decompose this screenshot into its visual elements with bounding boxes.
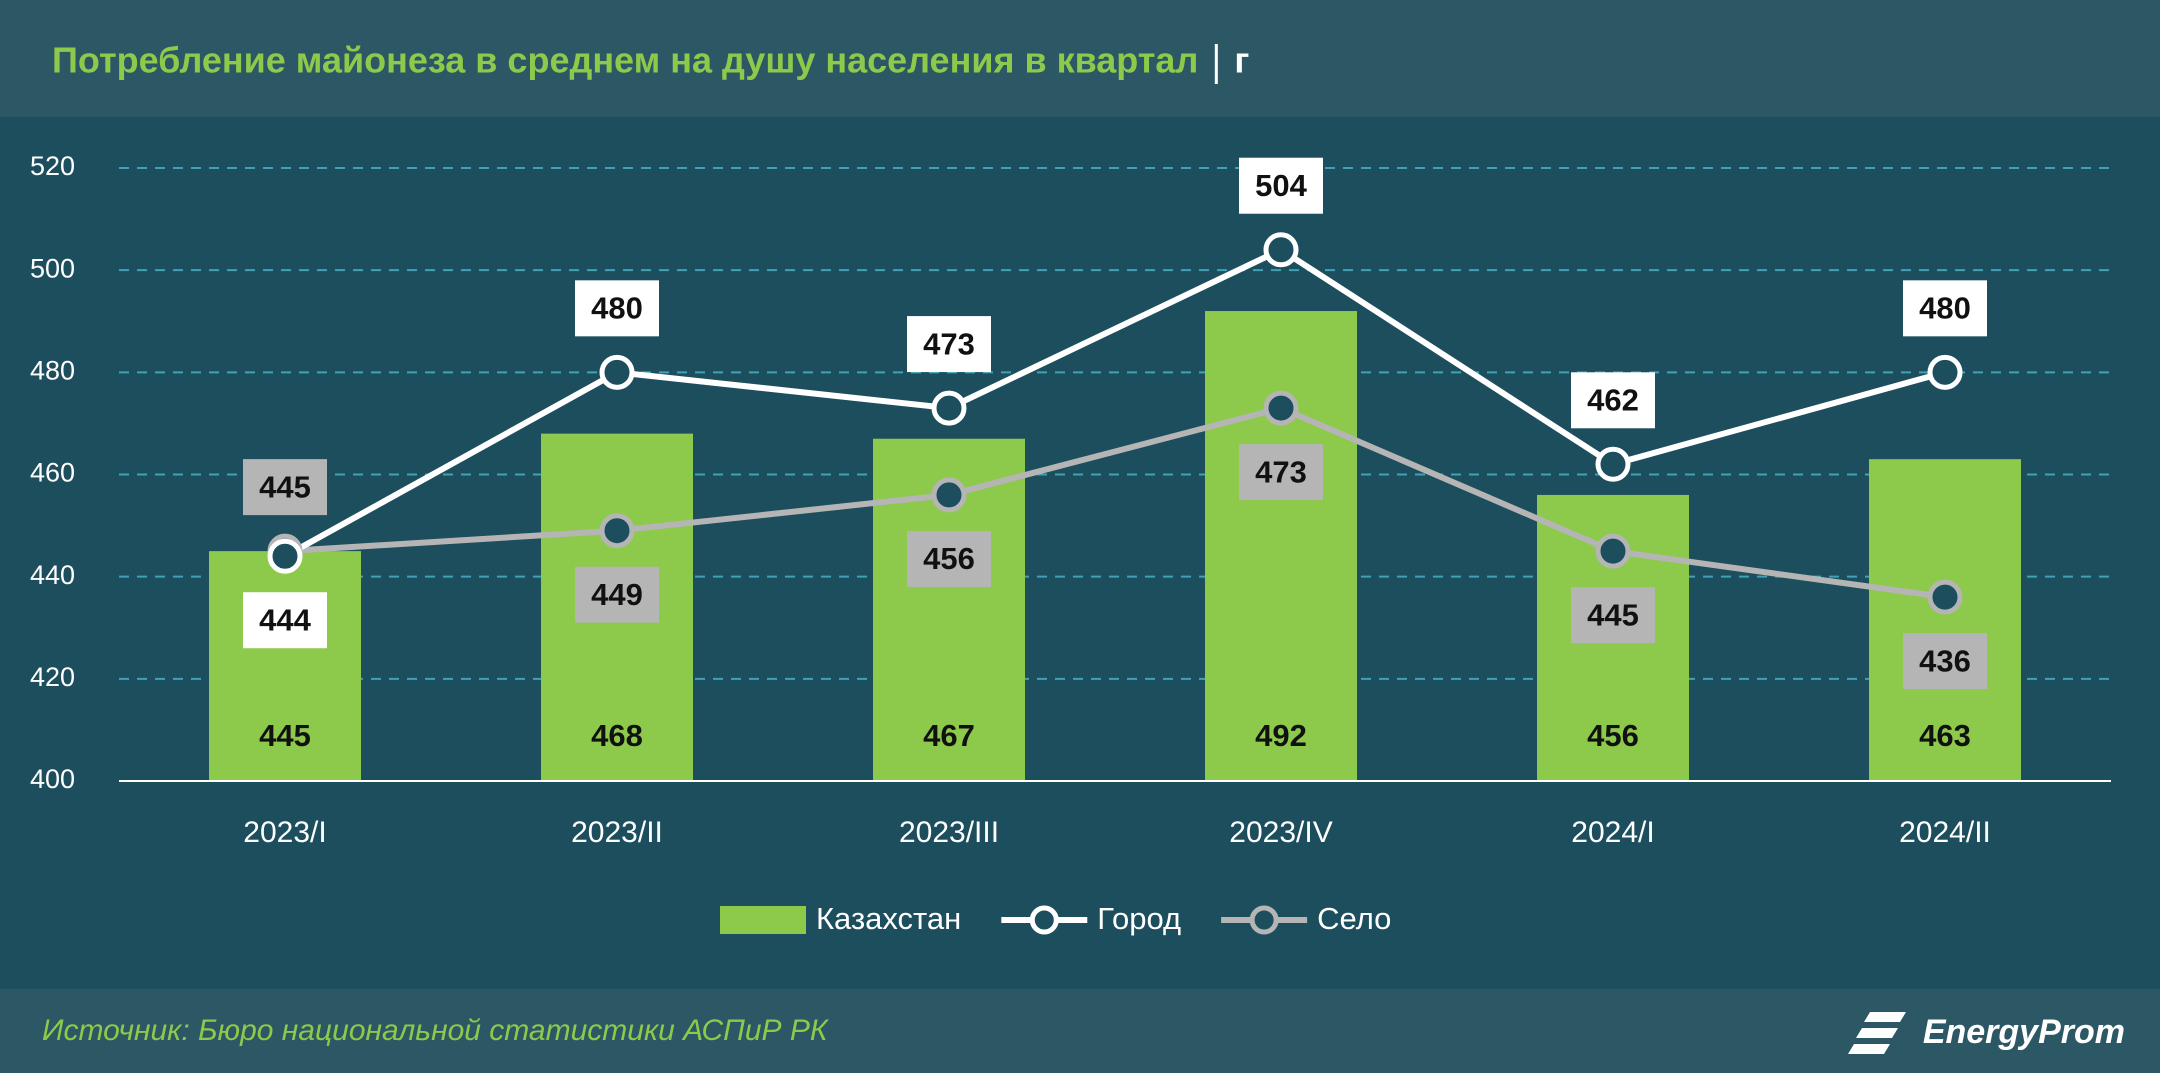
data-label: 445 bbox=[1587, 597, 1639, 632]
point bbox=[599, 513, 635, 549]
data-label: 445 bbox=[259, 469, 311, 504]
data-label: 504 bbox=[1255, 168, 1307, 203]
logo: EnergyProm bbox=[1923, 1013, 2125, 1051]
data-label-box bbox=[243, 459, 327, 516]
point bbox=[931, 390, 967, 426]
chart-title: Потребление майонеза в среднем на душу н… bbox=[52, 40, 1198, 81]
bar-label: 456 bbox=[1587, 718, 1639, 753]
bar bbox=[1205, 311, 1357, 781]
line bbox=[283, 246, 1946, 559]
y-tick-label: 480 bbox=[30, 355, 75, 385]
data-label-box bbox=[907, 530, 991, 587]
point bbox=[1595, 533, 1631, 569]
legend-label: Казахстан bbox=[816, 901, 961, 936]
point bbox=[931, 477, 967, 513]
point bbox=[599, 354, 635, 390]
y-tick-label: 500 bbox=[30, 253, 75, 283]
bar-label: 445 bbox=[259, 718, 311, 753]
data-label: 444 bbox=[259, 602, 311, 637]
data-label-box bbox=[1571, 587, 1655, 644]
point bbox=[267, 538, 303, 574]
legend-swatch bbox=[1249, 905, 1279, 935]
bar-label: 492 bbox=[1255, 718, 1307, 753]
data-label-box bbox=[1571, 372, 1655, 429]
point bbox=[1595, 446, 1631, 482]
data-label: 480 bbox=[591, 291, 643, 326]
source: Источник: Бюро национальной статистики А… bbox=[42, 1014, 830, 1047]
legend-swatch bbox=[720, 906, 806, 934]
y-tick-label: 440 bbox=[30, 560, 75, 590]
bar-label: 463 bbox=[1919, 718, 1971, 753]
x-tick-label: 2024/II bbox=[1899, 816, 1991, 849]
data-label: 449 bbox=[591, 577, 643, 612]
x-tick-label: 2023/III bbox=[899, 816, 999, 849]
data-label: 473 bbox=[1255, 454, 1307, 489]
data-label: 456 bbox=[923, 541, 975, 576]
data-label-box bbox=[1903, 633, 1987, 690]
line bbox=[284, 404, 1946, 601]
data-label: 436 bbox=[1919, 643, 1971, 678]
footer-bar bbox=[0, 989, 2160, 1073]
chart-unit: г bbox=[1234, 40, 1249, 81]
logo-icon bbox=[1848, 1012, 1906, 1054]
x-tick-label: 2023/II bbox=[571, 816, 663, 849]
x-tick-label: 2023/I bbox=[243, 816, 326, 849]
data-label-box bbox=[1239, 157, 1323, 214]
bar bbox=[209, 551, 361, 781]
data-label: 473 bbox=[923, 326, 975, 361]
y-tick-label: 520 bbox=[30, 151, 75, 181]
data-label-box bbox=[907, 316, 991, 373]
x-tick-label: 2024/I bbox=[1571, 816, 1654, 849]
data-label-box bbox=[1903, 280, 1987, 337]
data-label-box bbox=[575, 280, 659, 337]
point bbox=[1927, 579, 1963, 615]
data-label: 480 bbox=[1919, 291, 1971, 326]
logo-mark bbox=[1848, 1012, 1906, 1054]
y-tick-label: 420 bbox=[30, 662, 75, 692]
point bbox=[1927, 354, 1963, 390]
y-tick-label: 460 bbox=[30, 458, 75, 488]
point bbox=[1263, 232, 1299, 268]
y-tick-label: 400 bbox=[30, 764, 75, 794]
data-label-box bbox=[243, 592, 327, 649]
title-bar bbox=[0, 0, 2160, 117]
data-label-box bbox=[575, 566, 659, 623]
bar-label: 468 bbox=[591, 718, 643, 753]
x-tick-label: 2023/IV bbox=[1229, 816, 1332, 849]
data-label: 462 bbox=[1587, 382, 1639, 417]
bar bbox=[1869, 459, 2021, 781]
point bbox=[1263, 390, 1299, 426]
legend-label: Город bbox=[1097, 901, 1181, 936]
bar-label: 467 bbox=[923, 718, 975, 753]
legend-swatch bbox=[1029, 905, 1059, 935]
data-label-box bbox=[1239, 444, 1323, 501]
legend-label: Село bbox=[1317, 901, 1391, 936]
